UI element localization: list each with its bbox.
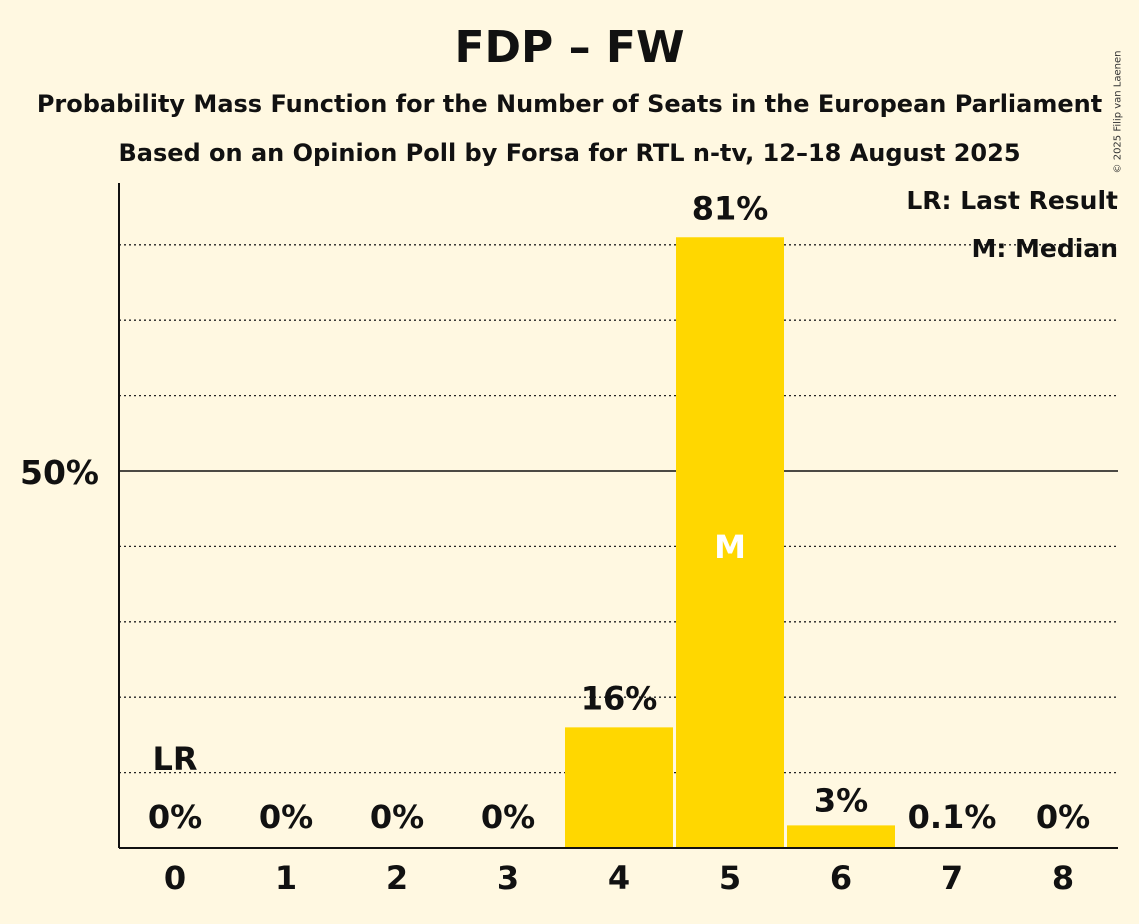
chart-subtitle: Probability Mass Function for the Number… bbox=[36, 90, 1103, 118]
x-tick-label-3: 3 bbox=[497, 859, 519, 897]
data-label-4: 16% bbox=[581, 679, 658, 717]
x-tick-label-7: 7 bbox=[941, 859, 963, 897]
legend-median: M: Median bbox=[971, 234, 1118, 263]
x-tick-label-5: 5 bbox=[719, 859, 741, 897]
data-label-6: 3% bbox=[814, 781, 868, 819]
data-label-2: 0% bbox=[370, 798, 424, 836]
x-tick-label-8: 8 bbox=[1052, 859, 1074, 897]
bar-5 bbox=[676, 237, 784, 848]
data-label-1: 0% bbox=[259, 798, 313, 836]
data-label-0: 0% bbox=[148, 798, 202, 836]
data-label-5: 81% bbox=[692, 189, 769, 227]
legend-last-result: LR: Last Result bbox=[906, 186, 1118, 215]
bar-6 bbox=[787, 825, 895, 848]
chart-title: FDP – FW bbox=[454, 22, 685, 73]
x-tick-label-1: 1 bbox=[275, 859, 297, 897]
chart-subtitle-poll: Based on an Opinion Poll by Forsa for RT… bbox=[118, 139, 1021, 167]
x-tick-label-4: 4 bbox=[608, 859, 630, 897]
x-tick-label-0: 0 bbox=[164, 859, 186, 897]
data-label-7: 0.1% bbox=[908, 798, 997, 836]
x-tick-label-6: 6 bbox=[830, 859, 852, 897]
y-tick-label: 50% bbox=[20, 453, 99, 492]
data-label-3: 0% bbox=[481, 798, 535, 836]
last-result-marker: LR bbox=[152, 740, 197, 778]
x-tick-label-2: 2 bbox=[386, 859, 408, 897]
median-marker: M bbox=[714, 528, 746, 566]
bar-4 bbox=[565, 727, 673, 848]
data-label-8: 0% bbox=[1036, 798, 1090, 836]
